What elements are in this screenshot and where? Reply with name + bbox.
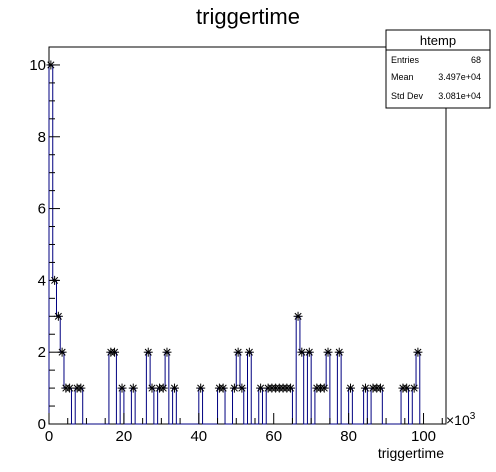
bin-marker (293, 311, 303, 321)
bin-marker (53, 311, 63, 321)
bin-marker (169, 383, 179, 393)
y-tick-label: 0 (38, 416, 46, 433)
y-tick-label: 6 (38, 201, 46, 218)
bin-marker (319, 383, 329, 393)
y-tick-label: 8 (38, 129, 46, 146)
y-tick-label: 10 (29, 57, 46, 74)
bin-marker (345, 383, 355, 393)
bin-marker (65, 383, 75, 393)
bin-marker (128, 383, 138, 393)
x-tick-label: 60 (265, 428, 282, 445)
bin-marker (110, 347, 120, 357)
x-multiplier-exponent: 3 (470, 411, 476, 422)
bin-marker (143, 347, 153, 357)
stats-entries-value: 68 (471, 55, 481, 65)
bin-marker (237, 383, 247, 393)
bin-marker (286, 383, 296, 393)
bin-marker (218, 383, 228, 393)
axis-ticks: 0 20 40 60 80 100 0 2 4 6 8 10 (29, 46, 443, 445)
stats-mean-value: 3.497e+04 (438, 72, 481, 82)
bin-marker (196, 383, 206, 393)
histogram-step-line (48, 64, 421, 425)
bin-marker (323, 347, 333, 357)
x-axis-label: triggertime (378, 445, 444, 461)
y-tick-label: 4 (38, 272, 46, 289)
stats-box: htemp Entries 68 Mean 3.497e+04 Std Dev … (385, 29, 491, 109)
bin-marker (304, 347, 314, 357)
bin-marker (158, 383, 168, 393)
bin-marker (117, 383, 127, 393)
x-tick-label: 100 (411, 428, 436, 445)
chart-title: triggertime (196, 4, 300, 29)
bin-marker (76, 383, 86, 393)
histogram-steps (48, 64, 421, 425)
bin-marker (297, 347, 307, 357)
bin-marker (409, 383, 419, 393)
bin-marker (375, 383, 385, 393)
x-tick-label: 20 (116, 428, 133, 445)
stats-box-name: htemp (420, 33, 456, 48)
bin-marker (244, 347, 254, 357)
stats-stddev-label: Std Dev (391, 91, 424, 101)
stats-stddev-value: 3.081e+04 (438, 91, 481, 101)
bin-marker (162, 347, 172, 357)
bin-marker (413, 347, 423, 357)
bin-marker (233, 347, 243, 357)
bin-marker (334, 347, 344, 357)
x-tick-label: 0 (45, 428, 53, 445)
y-tick-label: 2 (38, 344, 46, 361)
stats-entries-label: Entries (391, 55, 420, 65)
bin-markers (46, 60, 423, 393)
x-tick-label: 80 (340, 428, 357, 445)
x-multiplier-base: ×10 (446, 412, 470, 428)
x-axis-multiplier: ×103 (446, 411, 476, 428)
x-tick-label: 40 (190, 428, 207, 445)
stats-mean-label: Mean (391, 72, 414, 82)
